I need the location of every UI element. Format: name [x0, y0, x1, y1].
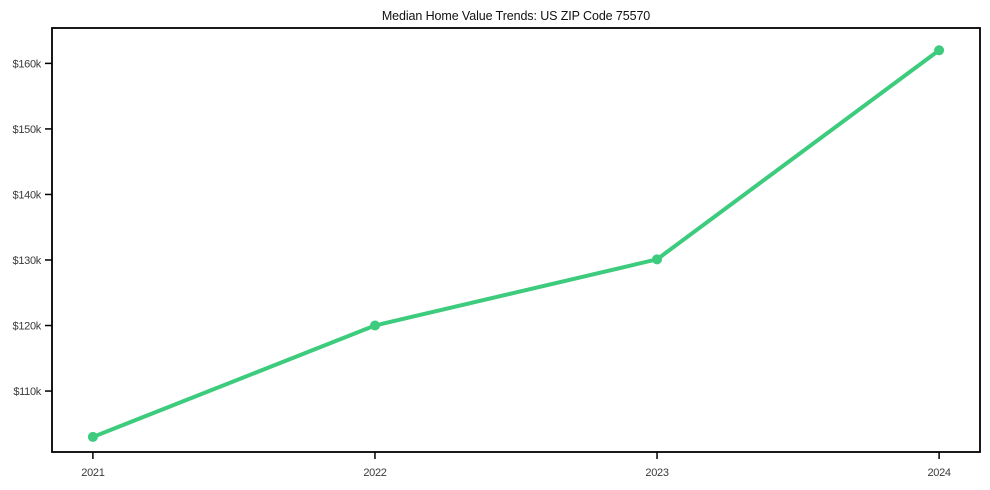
y-tick-label: $110k [13, 386, 41, 398]
trend-line [90, 48, 942, 439]
y-tick-label: $140k [13, 189, 42, 201]
plot-frame [51, 27, 981, 453]
series-layer [87, 45, 945, 442]
y-tick-label: $160k [13, 58, 42, 70]
data-point-2022 [369, 320, 380, 331]
x-tick-label: 2023 [645, 467, 668, 479]
x-tick-label: 2024 [927, 467, 950, 479]
y-tick-label: $120k [13, 321, 42, 333]
x-tick-label: 2021 [81, 467, 104, 479]
y-tick-label: $130k [13, 255, 42, 267]
x-tick-label: 2022 [363, 467, 386, 479]
axes-ticks: $110k $120k $130k $140k $150k $160k 2021 2022 20… [13, 58, 952, 479]
y-tick-label: $150k [13, 124, 42, 136]
data-point-2024 [934, 45, 945, 56]
chart-title: Median Home Value Trends: US ZIP Code 75… [382, 9, 650, 23]
data-point-2023 [652, 254, 663, 265]
data-point-2021 [87, 431, 98, 442]
